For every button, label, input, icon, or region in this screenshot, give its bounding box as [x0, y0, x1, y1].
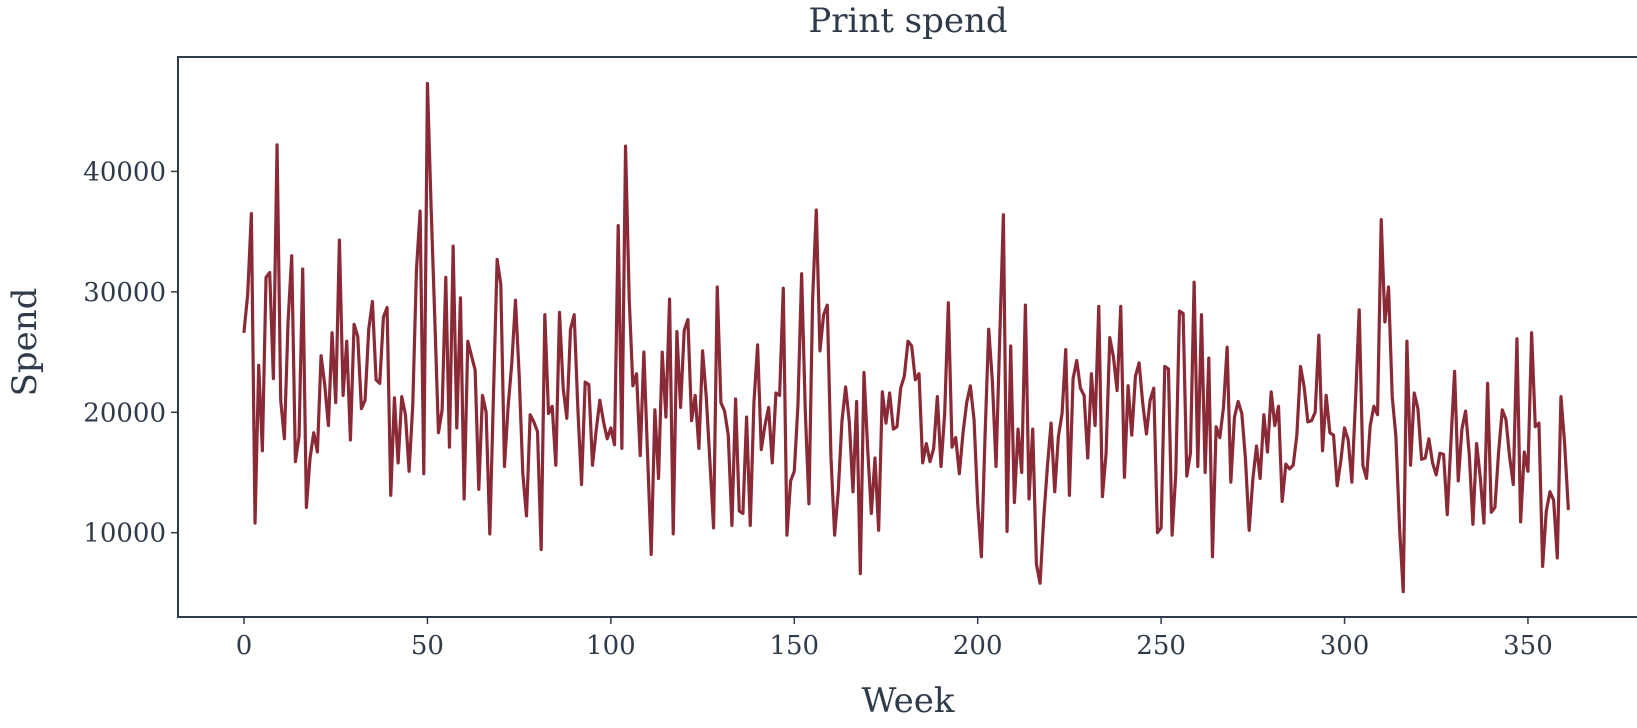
plot-frame — [177, 56, 1637, 618]
y-tick-label: 40000 — [83, 157, 166, 187]
y-tick-label: 10000 — [83, 519, 166, 549]
x-tick-label: 200 — [953, 631, 1003, 661]
x-tick-label: 0 — [236, 631, 253, 661]
x-tick-label: 100 — [586, 631, 636, 661]
y-tick-label: 30000 — [83, 278, 166, 308]
x-tick-label: 300 — [1320, 631, 1370, 661]
series-line — [242, 81, 1570, 594]
x-tick-label: 150 — [769, 631, 819, 661]
y-axis: 10000 20000 30000 40000 — [83, 157, 178, 549]
y-axis-label: Spend — [5, 288, 45, 397]
y-tick-label: 20000 — [83, 398, 166, 428]
x-tick-label: 350 — [1503, 631, 1553, 661]
x-tick-label: 50 — [411, 631, 444, 661]
x-axis-label: Week — [861, 681, 954, 721]
chart-title: Print spend — [808, 1, 1007, 41]
x-tick-label: 250 — [1136, 631, 1186, 661]
x-axis: 0 50 100 150 200 250 300 350 — [236, 617, 1553, 661]
